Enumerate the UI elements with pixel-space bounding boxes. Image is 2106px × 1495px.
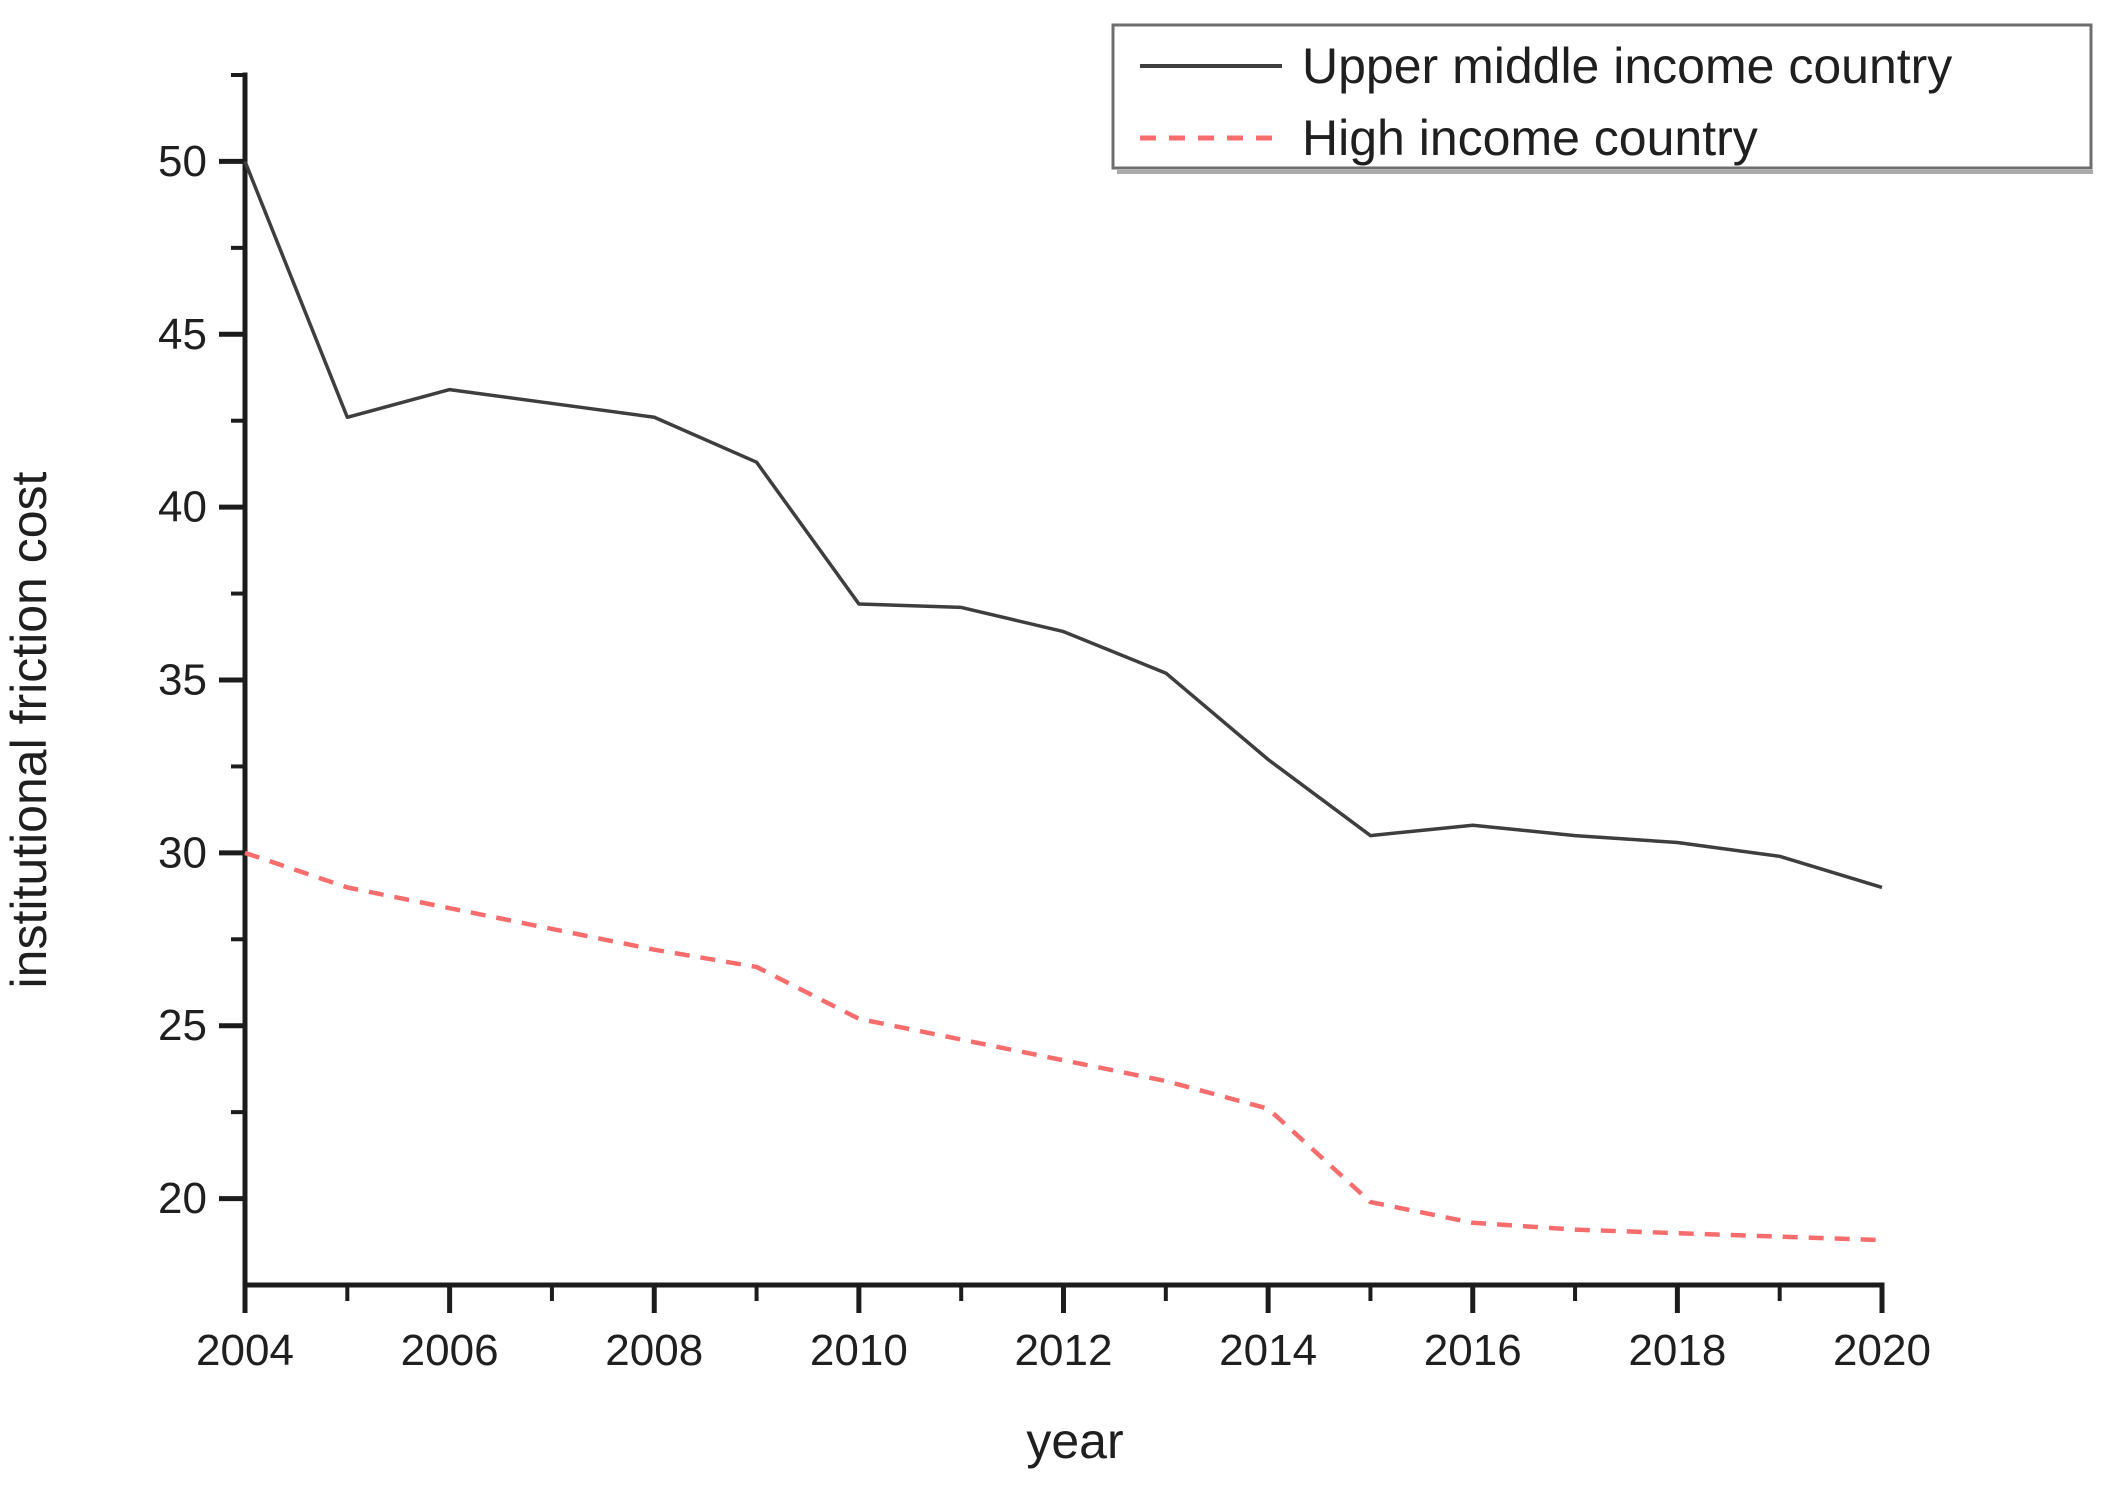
y-tick-label: 30 — [158, 828, 207, 877]
x-tick-label: 2018 — [1628, 1326, 1726, 1375]
y-tick-label: 35 — [158, 656, 207, 705]
y-tick-label: 40 — [158, 483, 207, 532]
legend-item: Upper middle income country — [1140, 38, 1952, 94]
y-tick-label: 20 — [158, 1174, 207, 1223]
x-tick-label: 2010 — [810, 1326, 908, 1375]
x-tick-label: 2008 — [605, 1326, 703, 1375]
legend-box — [1111, 23, 2093, 170]
series-line-high-income — [244, 850, 1883, 1243]
y-axis-title: institutional friction cost — [1, 471, 57, 988]
x-tick-label: 2012 — [1015, 1326, 1113, 1375]
legend-label: Upper middle income country — [1302, 38, 1952, 94]
axes — [242, 72, 1885, 1288]
legend-item: High income country — [1140, 110, 1758, 166]
series-line-upper-middle-income — [243, 160, 1883, 890]
x-tick-label: 2006 — [401, 1326, 499, 1375]
y-tick-label: 50 — [158, 137, 207, 186]
x-tick-label: 2016 — [1424, 1326, 1522, 1375]
y-axis-ticks: 20 25 30 35 40 45 50 — [158, 73, 245, 1223]
x-axis-ticks: 2004 2006 2008 2010 2012 2014 2016 2018 2020 — [196, 1285, 1931, 1375]
x-axis-title: year — [1026, 1413, 1123, 1469]
series-lines — [243, 160, 1883, 1243]
x-tick-label: 2020 — [1833, 1326, 1931, 1375]
legend-label: High income country — [1302, 110, 1758, 166]
legend: Upper middle income country High income c… — [1111, 23, 2093, 174]
y-tick-label: 45 — [158, 310, 207, 359]
y-tick-label: 25 — [158, 1001, 207, 1050]
x-tick-label: 2004 — [196, 1326, 294, 1375]
x-tick-label: 2014 — [1219, 1326, 1317, 1375]
